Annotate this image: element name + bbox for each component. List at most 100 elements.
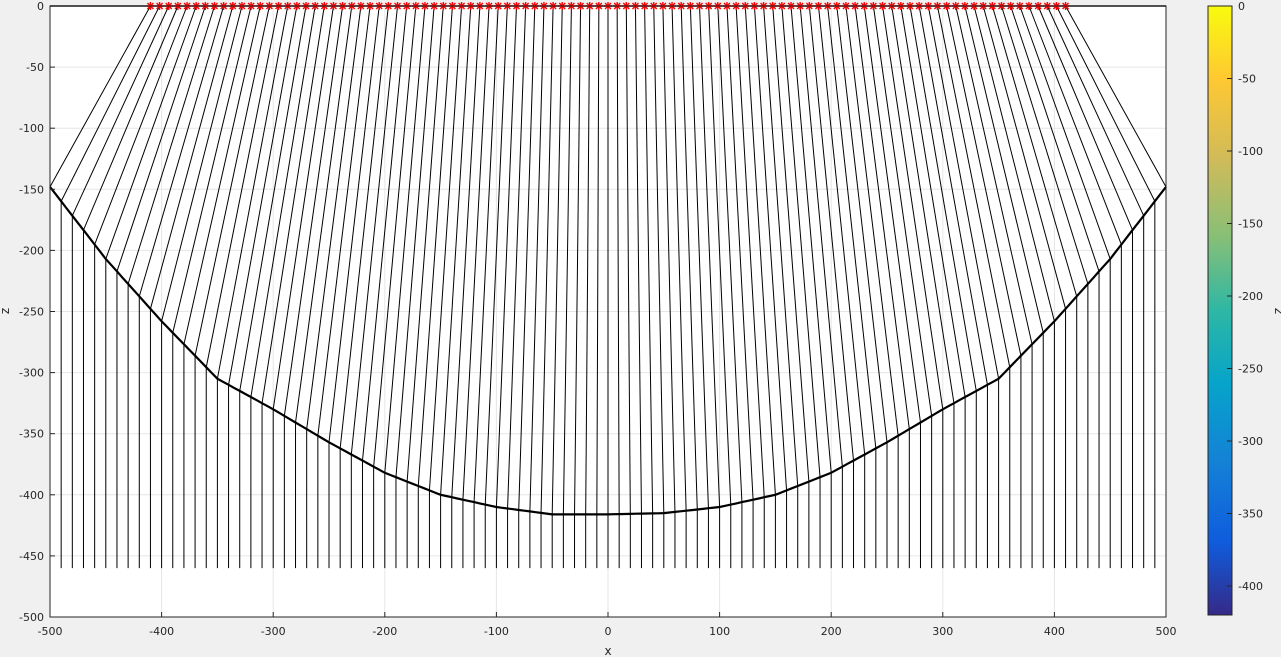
ray-reflected [753,5,788,491]
z-tick-label: -200 [19,244,44,257]
ray-reflected [60,5,161,202]
ray-reflected [306,5,362,430]
ray-reflected [1001,5,1089,285]
ray-reflected [808,5,855,461]
ray-reflected [744,5,776,495]
ray-reflected [616,5,620,515]
colorbar-tick-label: -400 [1238,580,1263,593]
ray-reflected [662,5,676,512]
x-axis-label: x [604,644,611,657]
ray-reflected [507,5,527,509]
reflector-surface [49,186,1167,516]
ray-reflected [955,5,1033,345]
ray-reflected [671,5,687,511]
ray-reflected [406,5,444,482]
ray-reflected [295,5,353,423]
ray-reflected [473,5,499,503]
ray-reflected [373,5,417,467]
ray-reflected [827,5,877,449]
ray-reflected [708,5,732,505]
x-tick-label: 500 [1156,625,1177,638]
y-axis-label: z [0,308,12,314]
ray-reflected [900,5,966,398]
colorbar-tick-label: -250 [1238,363,1263,376]
ray-reflected [395,5,435,478]
z-tick-label: -300 [19,367,44,380]
ray-reflected [350,5,399,455]
ray-paths [49,5,1167,569]
ray-reflected [982,5,1067,309]
ray-reflected [909,5,977,392]
ray-reflected [161,5,243,322]
ray-reflected [644,5,654,514]
colorbar-tick-label: -150 [1238,218,1263,231]
ray-reflected [817,5,866,455]
ray-reflected [384,5,426,473]
ray-reflected [250,5,316,398]
ray-reflected [854,5,910,430]
z-tick-label: -450 [19,550,44,563]
ray-reflected [228,5,298,385]
z-tick-label: 0 [37,0,44,13]
ray-reflected [194,5,270,356]
ray-reflected [172,5,252,333]
ray-reflected [781,5,821,478]
ray-reflected [763,5,799,487]
x-tick-label: 400 [1044,625,1065,638]
ray-reflected [717,5,743,503]
x-tick-label: 300 [932,625,953,638]
ray-reflected [495,5,517,508]
ray-reflected [149,5,234,309]
ray-reflected [735,5,765,498]
ray-reflected [625,5,631,514]
ray-reflected [973,5,1055,322]
ray-reflected [836,5,888,443]
z-tick-label: -100 [19,122,44,135]
x-tick-label: -200 [372,625,397,638]
ray-reflected [540,5,554,513]
ray-reflected [261,5,325,404]
x-tick-label: 0 [605,625,612,638]
z-tick-label: -400 [19,489,44,502]
ray-reflected [891,5,955,404]
ray-reflected [882,5,944,410]
x-axis-ticks: -500 -400 -300 -200 -100 0 100 200 300 400 500 [38,612,1177,638]
ray-reflected [518,5,536,510]
z-tick-label: -350 [19,428,44,441]
ray-reflected [634,5,642,514]
ray-reflected [946,5,1022,356]
ray-reflected [105,5,197,260]
y-axis-ticks: 0 -50 -100 -150 -200 -250 -300 -350 -400 -450 -500 [19,0,55,624]
x-tick-label: -400 [149,625,174,638]
ray-reflected [1019,5,1111,260]
ray-reflected [1065,5,1167,188]
ray-reflected [918,5,988,385]
z-tick-label: -500 [19,611,44,624]
ray-reflected [239,5,307,392]
ray-reflected [205,5,280,368]
ray-reflected [1046,5,1145,216]
ray-reflected [726,5,754,500]
colorbar-tick-label: -200 [1238,290,1263,303]
ray-reflected [863,5,921,423]
ray-reflected [927,5,1000,379]
colorbar [1207,5,1233,616]
ray-reflected [216,5,289,379]
ray-reflected [417,5,453,487]
ray-reflected [138,5,225,297]
ray-reflected [799,5,843,467]
ray-reflected [116,5,206,272]
z-tick-label: -50 [26,61,44,74]
ray-reflected [283,5,344,416]
ray-reflected [1028,5,1122,245]
ray-reflected [845,5,899,436]
colorbar-label: z [1272,308,1281,314]
ray-reflected [361,5,408,461]
ray-reflected [127,5,215,285]
ray-reflected [585,5,591,515]
x-tick-label: 100 [709,625,730,638]
z-tick-label: -250 [19,306,44,319]
ray-reflected [562,5,572,515]
ray-reflected [936,5,1011,368]
